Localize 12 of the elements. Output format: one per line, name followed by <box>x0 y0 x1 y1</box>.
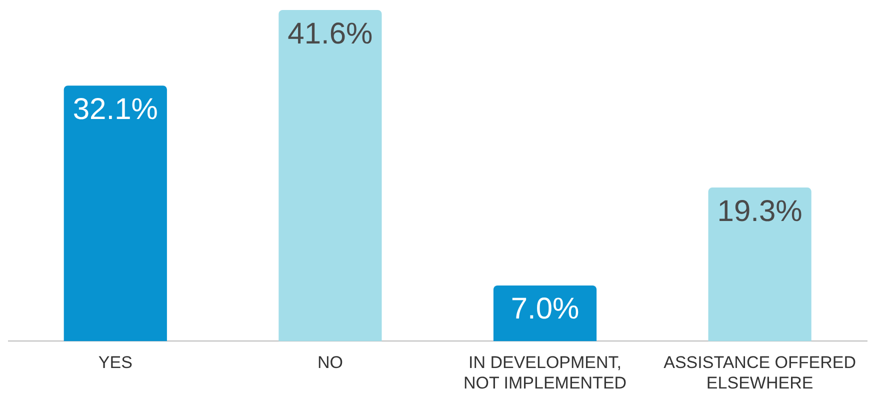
data-label: 32.1% <box>72 92 158 126</box>
x-tick-label: IN DEVELOPMENT, NOT IMPLEMENTED <box>463 353 627 392</box>
data-label: 41.6% <box>288 17 373 50</box>
bar <box>278 10 382 342</box>
data-label: 19.3% <box>717 194 802 228</box>
bar <box>64 86 167 342</box>
data-label: 7.0% <box>510 292 580 326</box>
x-tick-label: ASSISTANCE OFFERED ELSEWHERE <box>664 353 856 392</box>
bar <box>493 285 597 342</box>
x-tick-label: YES <box>98 353 132 372</box>
x-tick-label: NO <box>317 353 343 372</box>
bar <box>708 188 812 342</box>
